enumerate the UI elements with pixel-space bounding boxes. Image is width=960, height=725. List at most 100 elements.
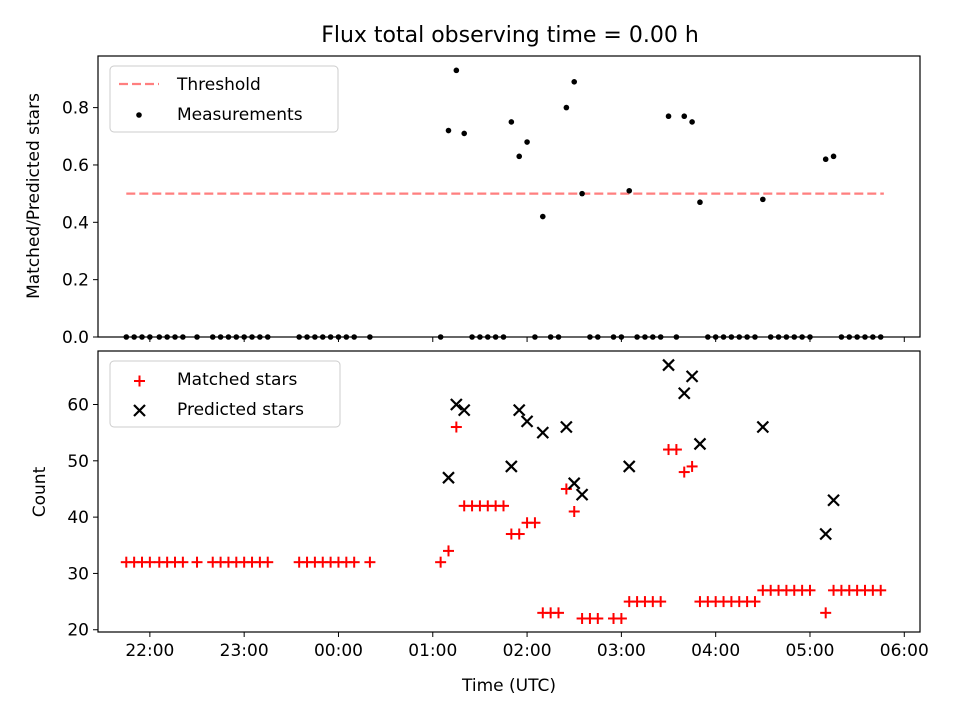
measurement-point	[123, 334, 130, 340]
measurement-point	[579, 190, 585, 197]
bottom-y-tick-label: 60	[67, 395, 89, 415]
measurement-point	[225, 334, 232, 340]
measurement-point	[830, 153, 837, 160]
matched-star-point	[592, 612, 604, 624]
measurement-point	[642, 334, 648, 340]
bottom-y-tick-label: 30	[67, 564, 89, 584]
measurement-point	[587, 334, 593, 340]
matched-star-point	[262, 556, 274, 568]
top-y-tick-label: 0.8	[62, 99, 89, 119]
predicted-star-stroke	[819, 527, 832, 541]
measurement-point	[657, 334, 664, 340]
measurement-point	[194, 334, 200, 340]
matched-star-point	[875, 584, 887, 596]
measurement-point	[610, 334, 617, 340]
measurement-point	[469, 334, 475, 340]
measurement-point	[563, 104, 570, 111]
matched-star-point	[749, 596, 761, 608]
matched-star-point	[364, 556, 376, 568]
predicted-star-stroke	[457, 403, 471, 417]
x-tick-label: 00:00	[314, 641, 363, 661]
top-y-tick-label: 0.6	[62, 156, 89, 176]
predicted-star-point	[827, 493, 840, 507]
measurement-point	[555, 334, 562, 340]
x-axis-label: Time (UTC)	[461, 676, 556, 696]
measurement-point	[312, 334, 318, 340]
measurement-point	[547, 334, 554, 340]
matched-star-point	[144, 556, 156, 568]
measurement-point	[877, 334, 884, 340]
measurement-point	[626, 187, 633, 194]
bottom-legend-box	[109, 360, 341, 428]
measurement-point	[728, 334, 735, 340]
measurement-point	[775, 334, 782, 340]
measurement-point	[767, 334, 774, 340]
bottom-plot-area: 20 30 40 50 60 22:00 23:00 00:00 01:00 02:00 03:00…	[67, 350, 929, 661]
matched-star-point	[670, 444, 682, 456]
measurement-point	[164, 334, 170, 340]
measurement-point	[264, 334, 271, 340]
measurement-point	[296, 334, 302, 340]
measurement-point	[838, 334, 845, 340]
predicted-star-stroke	[677, 386, 691, 400]
predicted-star-stroke	[442, 471, 455, 484]
predicted-star-point	[685, 370, 699, 383]
predicted-star-stroke	[622, 460, 636, 473]
measurement-point	[870, 334, 876, 340]
measurement-point	[783, 334, 790, 340]
measurement-point	[618, 334, 625, 340]
measurement-point	[147, 334, 153, 340]
predicted-star-stroke	[662, 358, 675, 372]
matched-star-point	[804, 584, 816, 596]
matched-star-point	[513, 528, 525, 540]
measurement-point	[257, 334, 263, 340]
measurement-point	[760, 196, 766, 203]
measurement-point	[799, 334, 805, 340]
measurement-point	[500, 334, 507, 340]
matched-star-point	[435, 556, 447, 568]
measurement-point	[673, 334, 680, 340]
chart-title: Flux total observing time = 0.00 h	[321, 23, 699, 48]
predicted-star-stroke	[575, 488, 589, 501]
top-y-tick-label: 0.4	[62, 213, 89, 233]
measurement-point	[131, 334, 137, 340]
top-legend: Threshold Measurements	[109, 65, 339, 133]
measurement-point	[249, 334, 255, 340]
measurement-point	[634, 334, 640, 340]
measurement-point	[217, 334, 224, 340]
predicted-star-point	[677, 386, 691, 400]
measurement-point	[532, 334, 538, 340]
matched-star-point	[177, 556, 189, 568]
legend-measurements-swatch	[136, 112, 142, 118]
matched-star-point	[553, 607, 565, 619]
matched-star-point	[348, 556, 360, 568]
predicted-star-point	[520, 415, 534, 428]
legend-predicted-label: Predicted stars	[177, 400, 304, 420]
top-y-tick-label: 0.0	[62, 328, 89, 348]
measurement-point	[712, 334, 719, 340]
measurement-point	[720, 334, 727, 340]
measurement-point	[791, 334, 798, 340]
predicted-star-point	[567, 477, 581, 490]
measurement-point	[233, 334, 240, 340]
x-tick-label: 02:00	[503, 641, 552, 661]
matched-star-point	[560, 483, 572, 495]
x-tick-label: 23:00	[220, 641, 269, 661]
measurement-point	[736, 334, 743, 340]
measurement-point	[595, 334, 601, 340]
measurement-point	[351, 334, 357, 340]
x-tick-label: 05:00	[785, 641, 834, 661]
bottom-y-axis-label: Count	[30, 466, 50, 517]
measurement-point	[335, 334, 342, 340]
measurement-point	[571, 79, 578, 85]
predicted-star-point	[819, 527, 832, 541]
predicted-star-stroke	[536, 426, 550, 439]
measurement-point	[508, 119, 515, 125]
matched-star-point	[442, 545, 454, 557]
measurement-point	[445, 127, 452, 134]
predicted-star-stroke	[827, 493, 840, 507]
bottom-y-tick-label: 40	[67, 508, 89, 528]
matched-star-point	[820, 607, 832, 619]
x-tick-label: 04:00	[691, 641, 740, 661]
legend-measurements-label: Measurements	[177, 105, 303, 125]
